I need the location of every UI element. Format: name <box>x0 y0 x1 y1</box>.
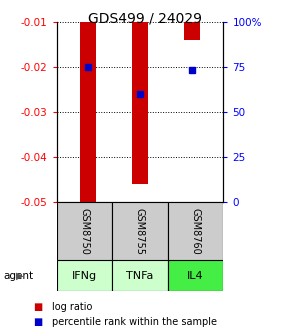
Text: GSM8755: GSM8755 <box>135 208 145 254</box>
Bar <box>57 202 112 260</box>
Bar <box>132 22 148 184</box>
Text: ■: ■ <box>33 317 43 327</box>
Text: GSM8760: GSM8760 <box>191 208 200 254</box>
Bar <box>57 260 112 291</box>
Text: IFNg: IFNg <box>72 270 97 281</box>
Bar <box>168 202 223 260</box>
Text: TNFa: TNFa <box>126 270 154 281</box>
Text: IL4: IL4 <box>187 270 204 281</box>
Bar <box>112 202 168 260</box>
Text: ▶: ▶ <box>16 271 23 281</box>
Text: agent: agent <box>3 271 33 281</box>
Bar <box>80 22 96 202</box>
Bar <box>112 260 168 291</box>
Text: GDS499 / 24029: GDS499 / 24029 <box>88 12 202 26</box>
Text: GSM8750: GSM8750 <box>79 208 89 254</box>
Text: log ratio: log ratio <box>52 302 93 312</box>
Bar <box>184 22 200 40</box>
Text: ■: ■ <box>33 302 43 312</box>
Bar <box>168 260 223 291</box>
Text: percentile rank within the sample: percentile rank within the sample <box>52 317 217 327</box>
